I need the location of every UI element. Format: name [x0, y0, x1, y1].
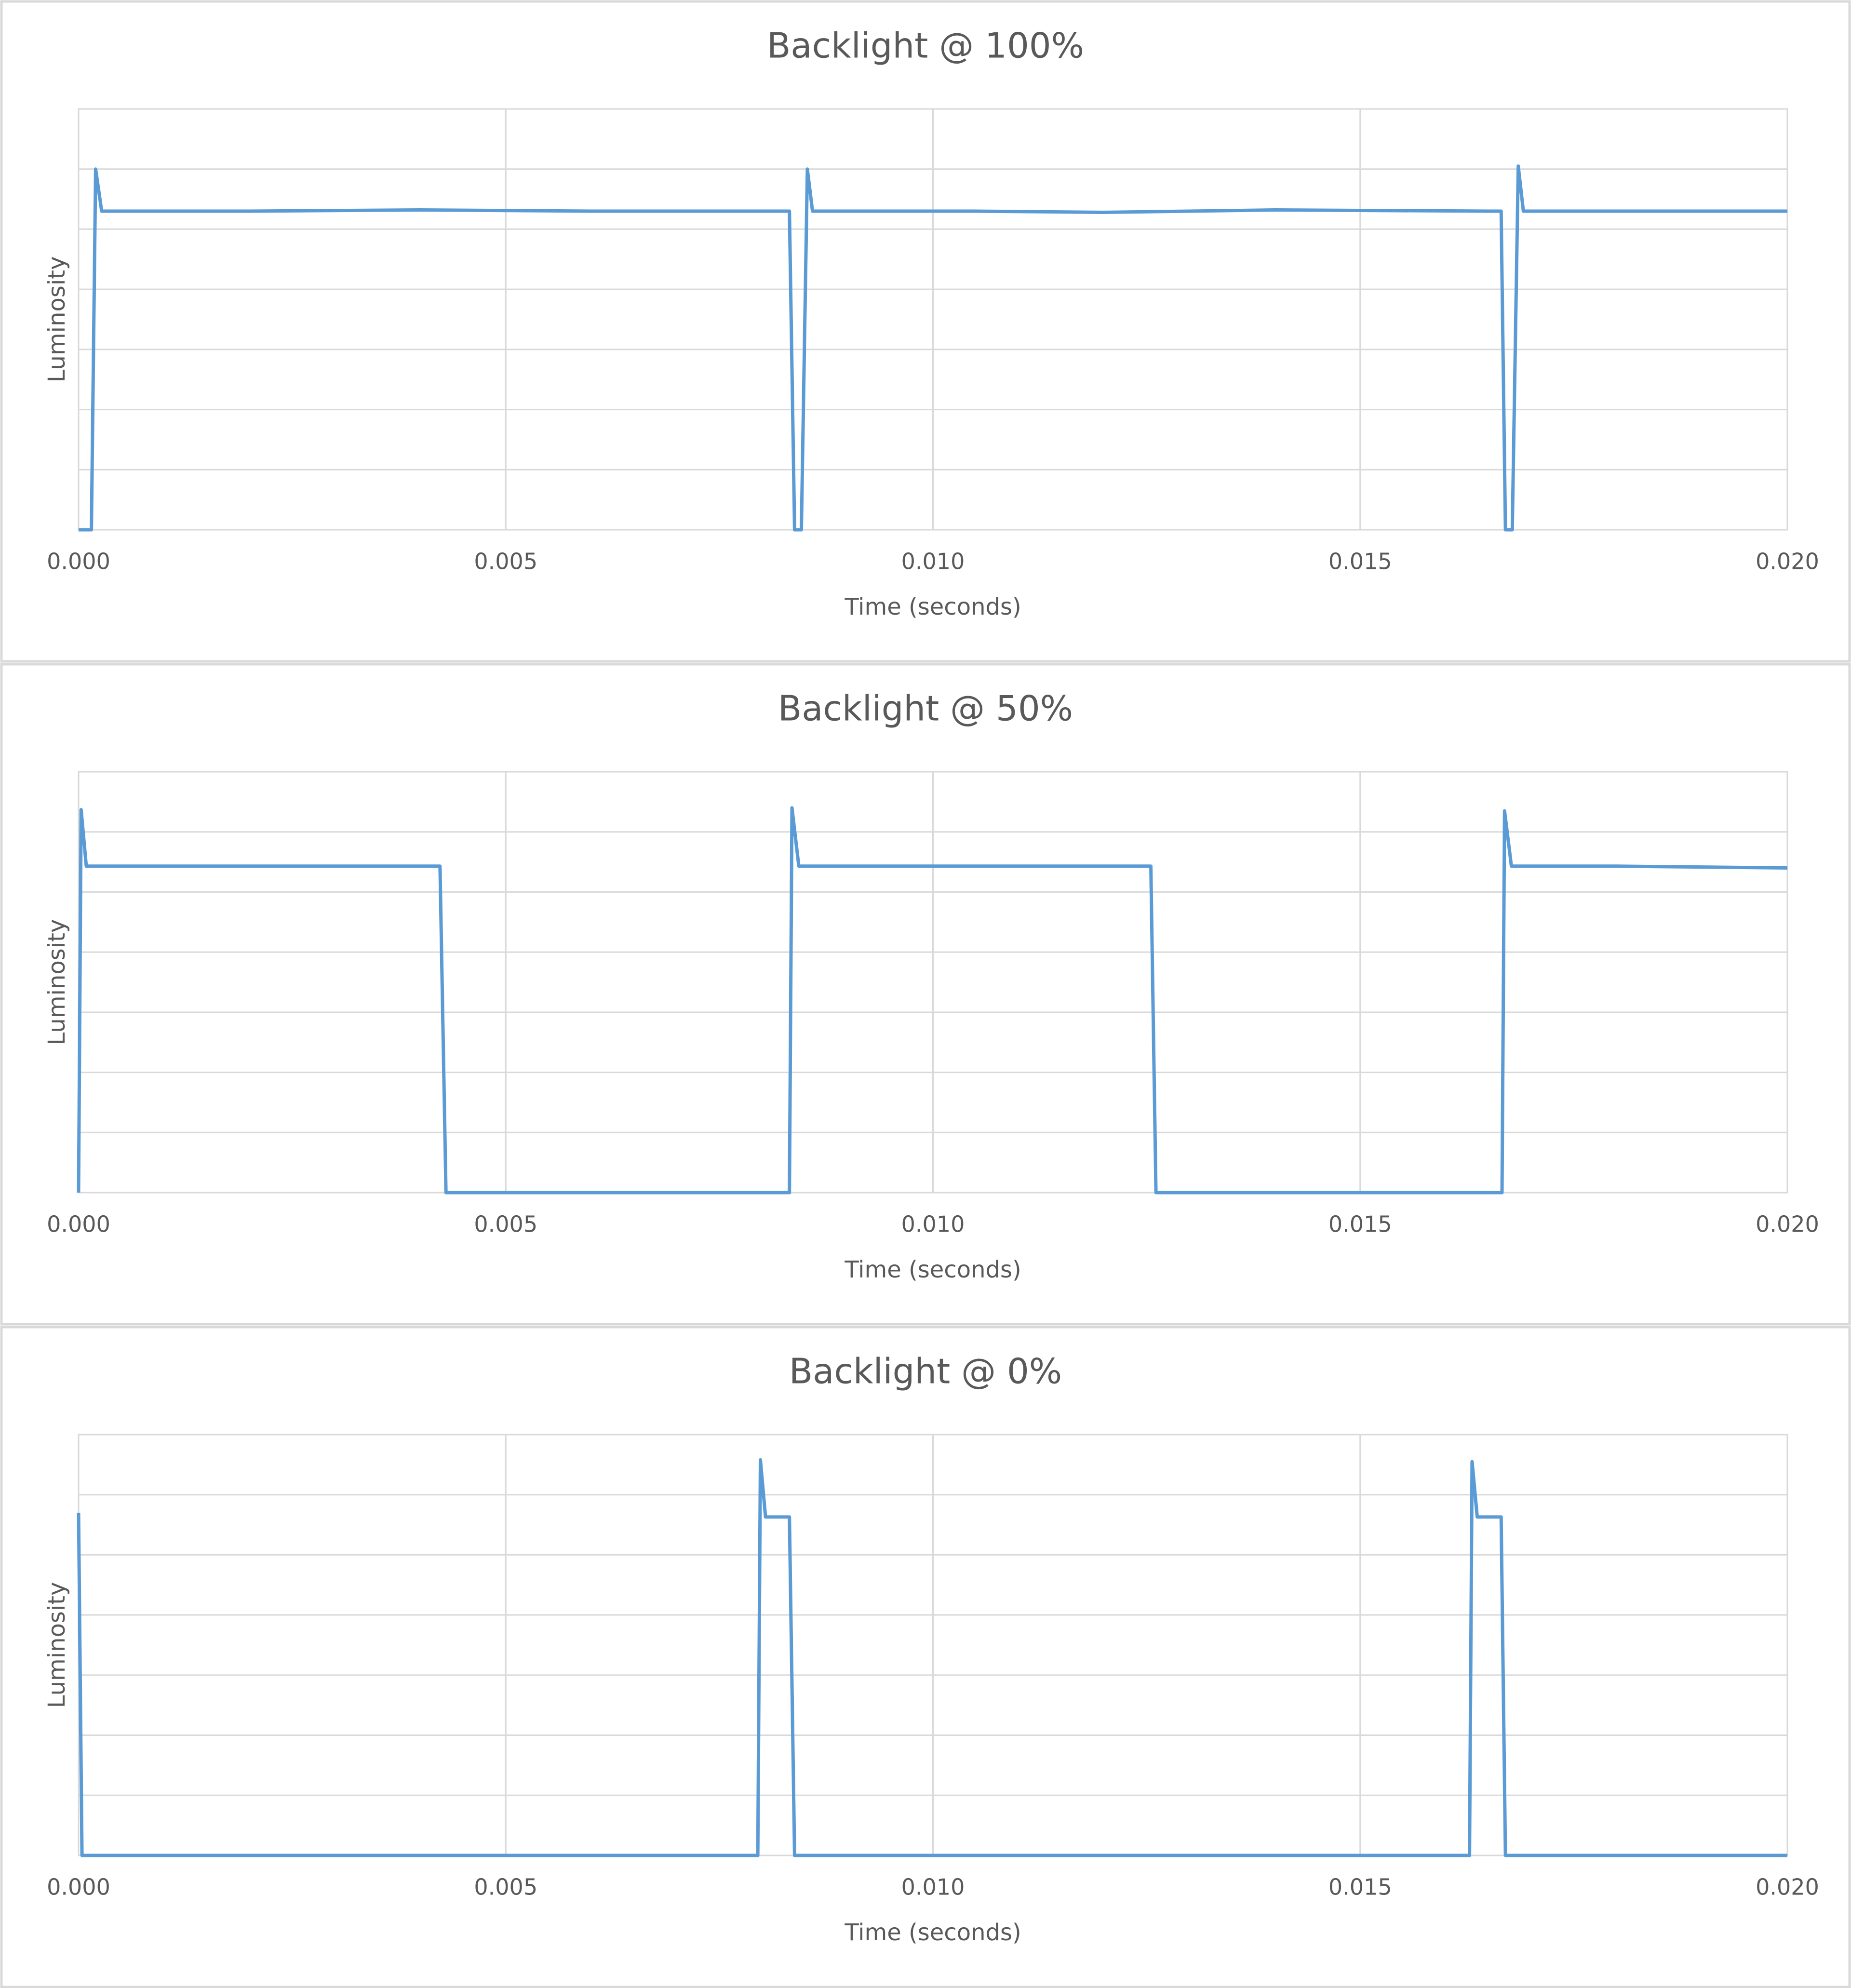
x-axis-title: Time (seconds) — [844, 593, 1021, 620]
x-tick-label: 0.005 — [474, 549, 537, 575]
data-line — [79, 164, 1787, 532]
panel-border — [0, 663, 1851, 1326]
y-axis-title: Luminosity — [43, 1582, 70, 1708]
x-tick-label: 0.015 — [1328, 1874, 1392, 1900]
x-tick-label: 0.005 — [474, 1874, 537, 1900]
x-tick-label: 0.010 — [901, 1874, 965, 1900]
x-tick-label: 0.005 — [474, 1211, 537, 1237]
chart-title: Backlight @ 100% — [767, 26, 1084, 66]
x-tick-label: 0.000 — [47, 549, 110, 575]
data-line — [77, 1458, 1787, 1857]
x-tick-label: 0.000 — [47, 1211, 110, 1237]
x-tick-label: 0.015 — [1328, 549, 1392, 575]
chart-title: Backlight @ 0% — [789, 1351, 1062, 1392]
panel-border — [0, 0, 1851, 663]
x-tick-label: 0.020 — [1756, 549, 1819, 575]
chart-title: Backlight @ 50% — [778, 688, 1073, 729]
x-tick-label: 0.010 — [901, 1211, 965, 1237]
panel-border — [0, 1326, 1851, 1988]
x-tick-label: 0.010 — [901, 549, 965, 575]
data-line — [77, 806, 1788, 1195]
x-axis-title: Time (seconds) — [844, 1256, 1021, 1283]
x-tick-label: 0.000 — [47, 1874, 110, 1900]
chart-panel: Backlight @ 100% 0.000 0.005 0.010 0.015 0.02… — [0, 0, 1851, 663]
x-tick-label: 0.020 — [1756, 1211, 1819, 1237]
x-tick-label: 0.015 — [1328, 1211, 1392, 1237]
x-axis-title: Time (seconds) — [844, 1919, 1021, 1946]
y-axis-title: Luminosity — [43, 256, 70, 383]
x-tick-label: 0.020 — [1756, 1874, 1819, 1900]
y-axis-title: Luminosity — [43, 919, 70, 1046]
plot-border — [78, 108, 1788, 531]
chart-panel: Backlight @ 50% 0.000 0.005 0.010 0.015 0.020… — [0, 663, 1851, 1326]
chart-panel: Backlight @ 0% 0.000 0.005 0.010 0.015 0.020 T… — [0, 1326, 1851, 1988]
